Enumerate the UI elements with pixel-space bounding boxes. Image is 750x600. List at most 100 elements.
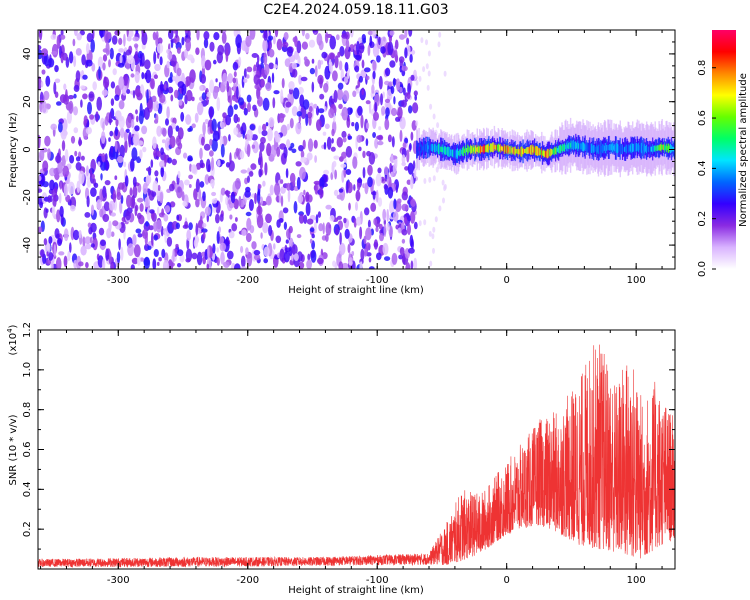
noise-blob bbox=[372, 190, 376, 200]
noise-blob bbox=[365, 227, 372, 241]
signal-core bbox=[447, 146, 449, 156]
signal-core bbox=[649, 145, 651, 154]
noise-blob bbox=[207, 245, 210, 259]
noise-blob bbox=[225, 114, 232, 126]
noise-blob bbox=[136, 115, 139, 123]
x-tick-label: 100 bbox=[627, 275, 646, 286]
y-tick-label: 0 bbox=[22, 146, 33, 152]
noise-blob bbox=[75, 156, 81, 162]
noise-blob bbox=[110, 98, 115, 106]
noise-blob bbox=[75, 162, 82, 171]
noise-blob bbox=[397, 198, 402, 204]
noise-blob bbox=[167, 125, 173, 138]
noise-blob bbox=[52, 196, 57, 208]
noise-blob bbox=[309, 67, 315, 75]
signal-core bbox=[433, 143, 436, 153]
noise-blob bbox=[275, 235, 282, 244]
colorbar-label: Normalized spectral amplitude bbox=[738, 73, 749, 227]
noise-blob bbox=[391, 252, 398, 265]
noise-blob bbox=[289, 118, 294, 129]
snr-x-ticks: -300 -200 -100 0 100 bbox=[40, 330, 663, 586]
signal-core bbox=[467, 144, 469, 155]
signal-core bbox=[645, 145, 647, 152]
noise-blob bbox=[300, 76, 308, 82]
noise-blob bbox=[195, 178, 200, 193]
noise-blob bbox=[399, 86, 403, 93]
colorbar-tick-label: 0.8 bbox=[697, 60, 708, 76]
noise-blob bbox=[410, 131, 414, 141]
signal-core bbox=[531, 144, 533, 155]
noise-blob bbox=[403, 87, 406, 96]
signal-core bbox=[658, 145, 660, 151]
noise-blob bbox=[56, 209, 61, 223]
noise-blob bbox=[234, 263, 241, 269]
noise-blob bbox=[245, 247, 249, 255]
noise-blob bbox=[345, 39, 350, 51]
noise-blob bbox=[292, 68, 298, 78]
signal-core bbox=[453, 150, 455, 158]
noise-blob bbox=[443, 185, 447, 192]
noise-blob bbox=[365, 75, 370, 80]
noise-blob bbox=[153, 149, 158, 158]
noise-blob bbox=[212, 243, 216, 254]
noise-blob bbox=[336, 88, 344, 101]
signal-core bbox=[625, 146, 627, 153]
noise-blob bbox=[305, 113, 309, 127]
signal-core bbox=[545, 150, 547, 158]
noise-blob bbox=[190, 164, 197, 174]
signal-core bbox=[458, 149, 461, 157]
signal-core bbox=[435, 144, 437, 153]
noise-blob bbox=[161, 139, 166, 144]
noise-blob bbox=[260, 232, 263, 239]
noise-blob bbox=[166, 236, 173, 247]
noise-blob bbox=[436, 122, 440, 129]
signal-core bbox=[529, 146, 531, 154]
noise-blob bbox=[212, 130, 220, 142]
noise-blob bbox=[175, 243, 179, 248]
noise-blob bbox=[55, 155, 62, 163]
noise-blob bbox=[256, 214, 264, 229]
signal-core bbox=[443, 147, 445, 153]
noise-blob bbox=[116, 251, 121, 264]
signal-core bbox=[654, 145, 656, 152]
signal-core bbox=[441, 144, 444, 155]
noise-blob bbox=[354, 54, 362, 61]
noise-blob bbox=[325, 233, 329, 242]
signal-core bbox=[460, 148, 462, 156]
noise-blob bbox=[158, 257, 162, 262]
noise-blob bbox=[47, 259, 51, 265]
noise-blob bbox=[273, 35, 276, 45]
noise-blob bbox=[286, 46, 293, 57]
noise-blob bbox=[358, 146, 362, 152]
signal-core bbox=[416, 146, 419, 153]
signal-core bbox=[646, 144, 648, 153]
noise-blob bbox=[126, 194, 132, 208]
noise-blob bbox=[296, 111, 302, 117]
noise-blob bbox=[162, 259, 170, 269]
noise-blob bbox=[215, 213, 220, 224]
noise-blob bbox=[401, 191, 408, 201]
noise-blob bbox=[204, 206, 211, 216]
noise-blob bbox=[364, 182, 369, 195]
noise-blob bbox=[102, 185, 107, 198]
noise-blob bbox=[278, 218, 284, 223]
noise-blob bbox=[154, 170, 159, 177]
noise-blob bbox=[222, 112, 227, 119]
noise-blob bbox=[73, 84, 80, 92]
noise-blob bbox=[247, 175, 250, 183]
signal-core bbox=[604, 145, 606, 151]
noise-blob bbox=[397, 106, 403, 119]
noise-blob bbox=[145, 221, 149, 227]
noise-blob bbox=[355, 201, 358, 211]
noise-blob bbox=[72, 38, 76, 47]
noise-blob bbox=[323, 82, 329, 93]
noise-blob bbox=[355, 216, 362, 226]
noise-blob bbox=[139, 257, 145, 262]
noise-blob bbox=[371, 84, 375, 94]
noise-blob bbox=[60, 34, 66, 40]
noise-blob bbox=[392, 77, 396, 87]
noise-blob bbox=[147, 245, 152, 251]
snr-line bbox=[38, 344, 675, 569]
noise-blob bbox=[263, 52, 268, 66]
colorbar-tick-label: 0.4 bbox=[697, 160, 708, 176]
